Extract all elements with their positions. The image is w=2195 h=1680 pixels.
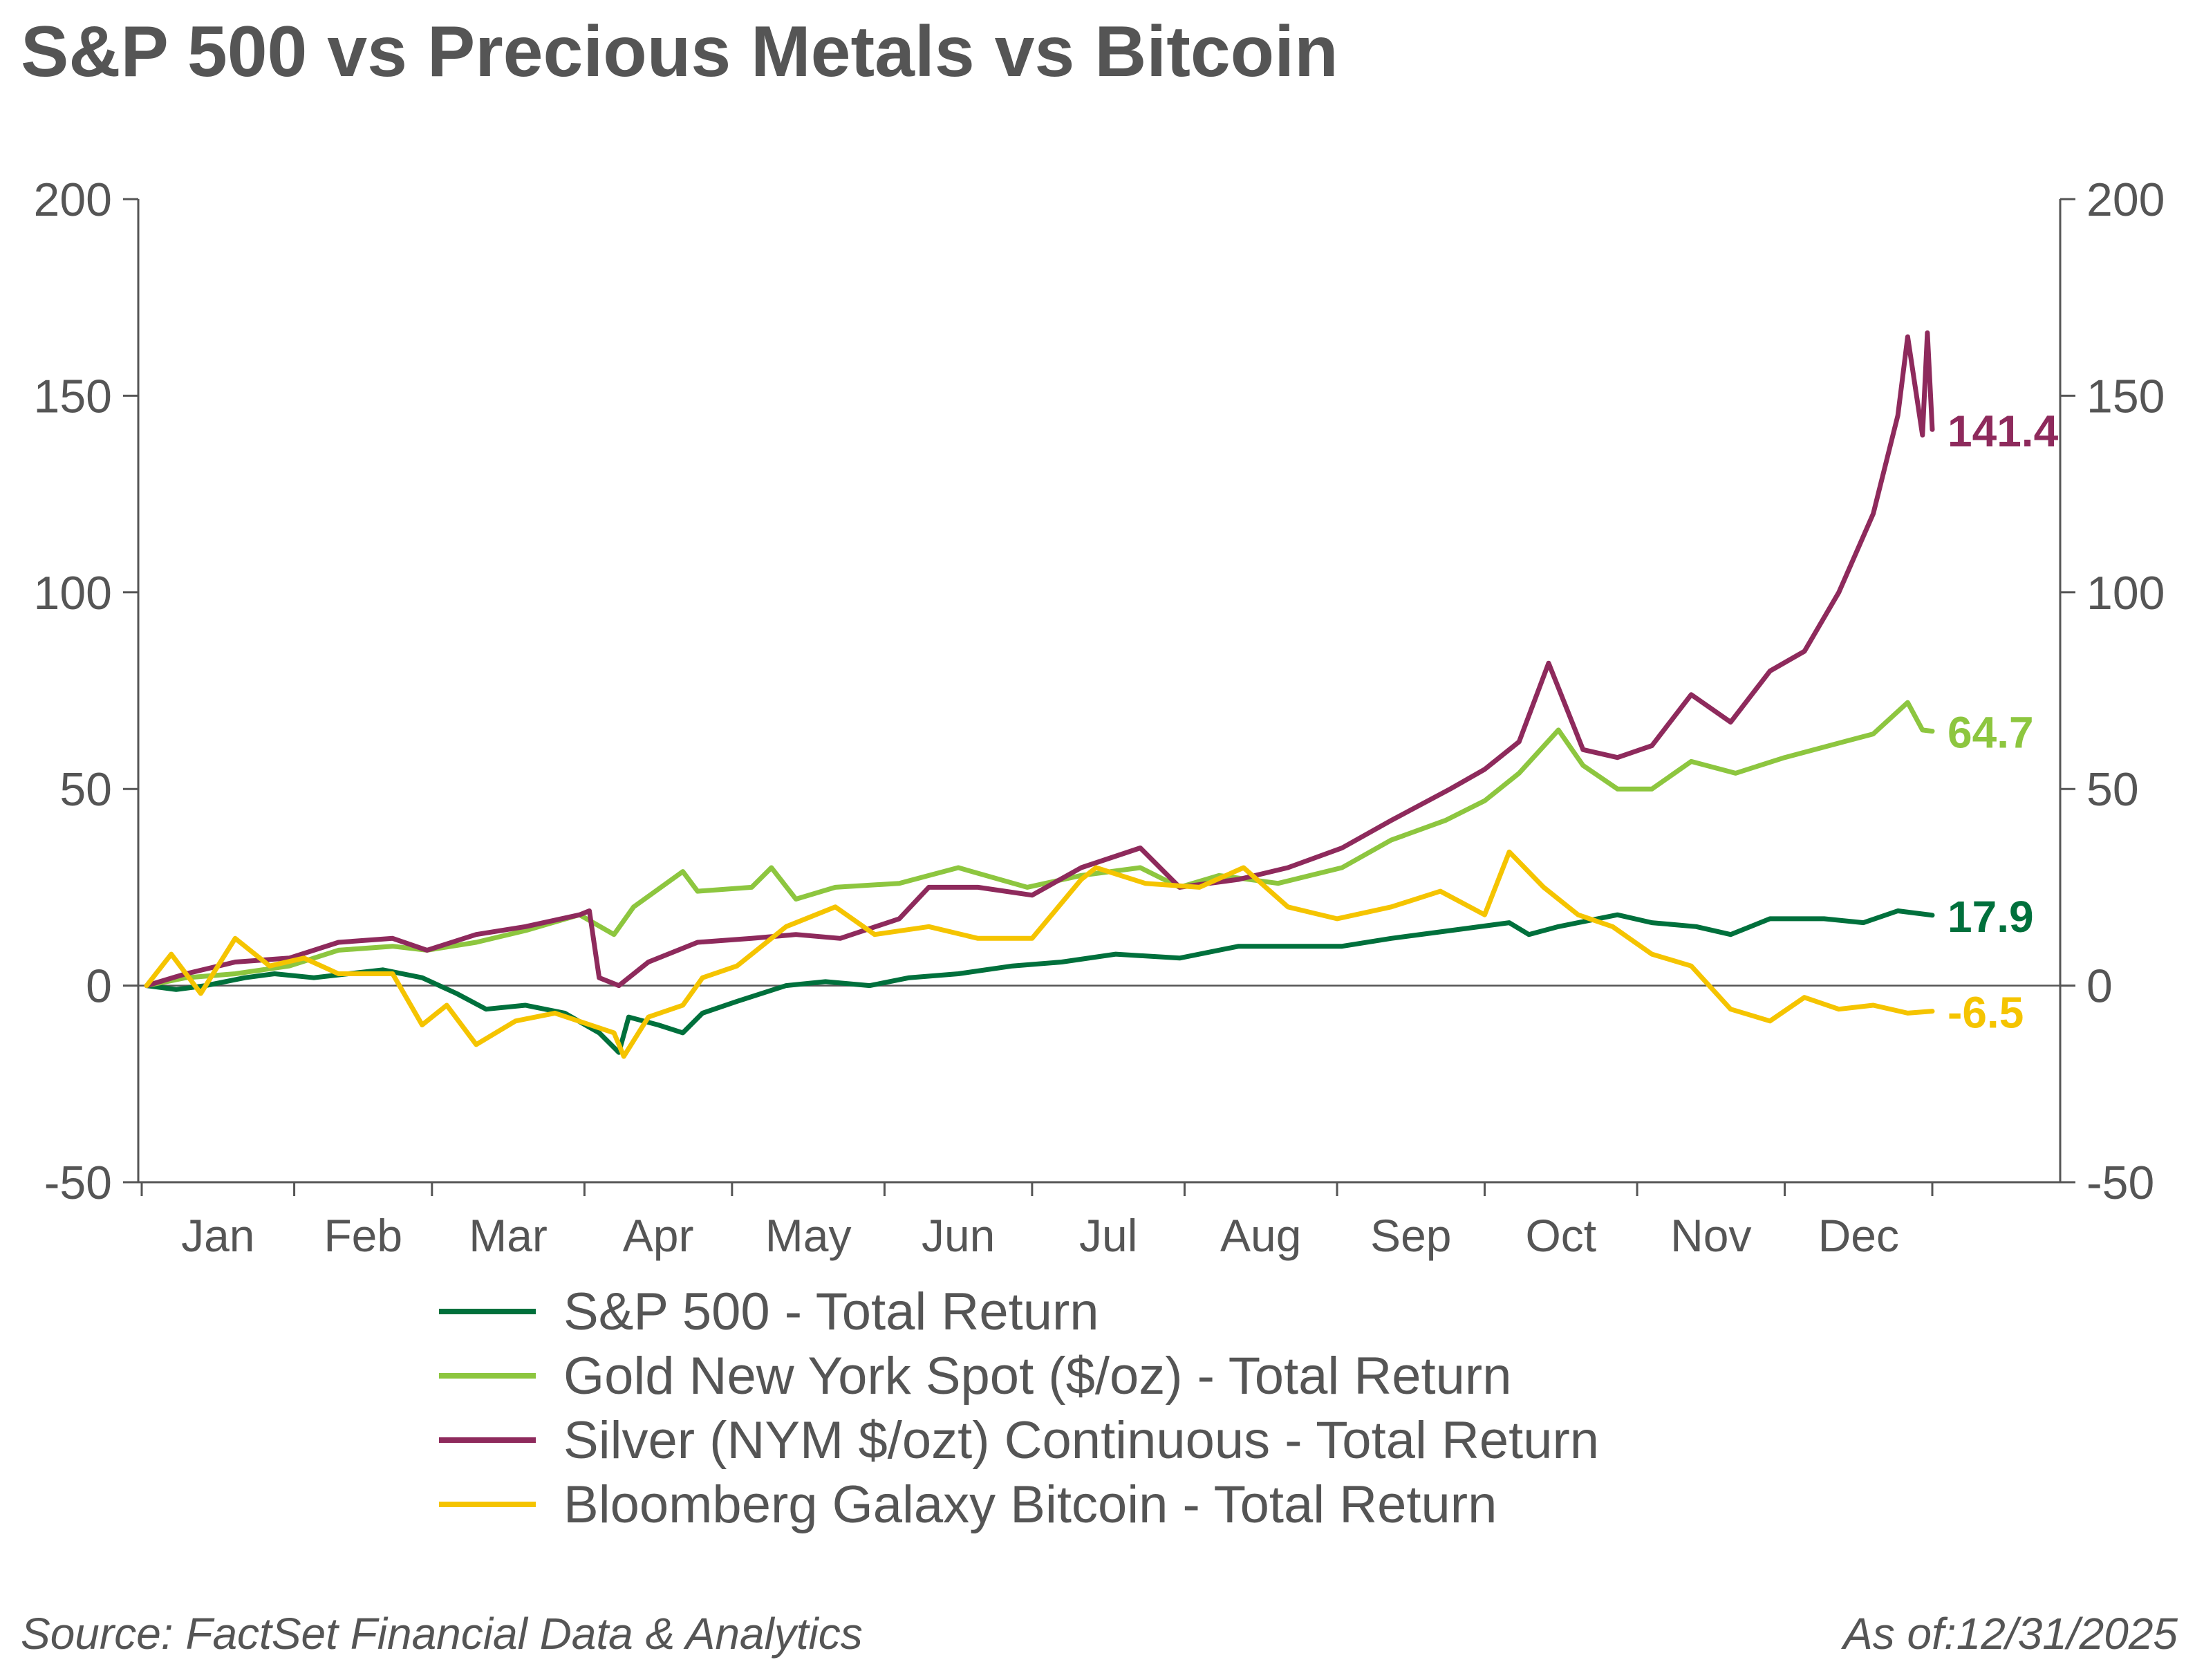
end-label-silver: 141.4 bbox=[1948, 406, 2059, 456]
y-tick-label-right: -50 bbox=[2086, 1157, 2154, 1209]
x-tick-label: Jul bbox=[1079, 1210, 1137, 1261]
y-tick-label-right: 0 bbox=[2086, 960, 2113, 1013]
y-tick-label-right: 50 bbox=[2086, 763, 2139, 816]
series-line-silver bbox=[144, 330, 1935, 989]
source-note: Source: FactSet Financial Data & Analyti… bbox=[21, 1609, 863, 1659]
axes-group: 200 150 100 50 0 -50 200 150 100 50 0 -50 Jan Feb Mar A… bbox=[34, 174, 2165, 1261]
end-labels: 17.9 64.7 141.4 -6.5 bbox=[1948, 406, 2059, 1037]
y-tick-label-right: 100 bbox=[2086, 567, 2165, 619]
end-label-bitcoin: -6.5 bbox=[1948, 988, 2024, 1038]
legend-label-gold: Gold New York Spot ($/oz) - Total Return bbox=[563, 1347, 1512, 1406]
x-tick-label: Feb bbox=[324, 1210, 402, 1261]
y-tick-label-left: 200 bbox=[34, 174, 112, 226]
y-tick-label-left: 150 bbox=[34, 370, 112, 422]
x-tick-label: Dec bbox=[1818, 1210, 1899, 1261]
x-tick-label: Jan bbox=[181, 1210, 254, 1261]
x-tick-label: Aug bbox=[1220, 1210, 1301, 1261]
x-tick-label: Jun bbox=[922, 1210, 995, 1261]
x-tick-label: Nov bbox=[1670, 1210, 1751, 1261]
x-tick-label: Sep bbox=[1370, 1210, 1451, 1261]
chart-title: S&P 500 vs Precious Metals vs Bitcoin bbox=[21, 12, 1338, 92]
x-tick-label: Oct bbox=[1525, 1210, 1596, 1261]
y-tick-label-left: 50 bbox=[59, 763, 112, 816]
x-tick-label: May bbox=[765, 1210, 852, 1261]
y-tick-label-left: 0 bbox=[86, 960, 112, 1013]
legend-label-bitcoin: Bloomberg Galaxy Bitcoin - Total Return bbox=[563, 1475, 1497, 1534]
as-of-date: As of:12/31/2025 bbox=[1840, 1609, 2178, 1659]
series-line-gold bbox=[144, 700, 1935, 989]
y-tick-label-right: 200 bbox=[2086, 174, 2165, 226]
y-tick-label-left: 100 bbox=[34, 567, 112, 619]
x-tick-label: Apr bbox=[623, 1210, 694, 1261]
end-label-sp500: 17.9 bbox=[1948, 892, 2034, 942]
series-line-bitcoin bbox=[144, 849, 1935, 1059]
series-line-sp500 bbox=[144, 908, 1935, 1055]
end-label-gold: 64.7 bbox=[1948, 708, 2034, 758]
legend-label-sp500: S&P 500 - Total Return bbox=[563, 1282, 1099, 1341]
y-tick-label-left: -50 bbox=[44, 1157, 112, 1209]
legend: S&P 500 - Total Return Gold New York Spot… bbox=[439, 1282, 1599, 1534]
x-tick-label: Mar bbox=[469, 1210, 548, 1261]
y-tick-label-right: 150 bbox=[2086, 370, 2165, 422]
series-layer bbox=[144, 330, 1935, 1059]
legend-label-silver: Silver (NYM $/ozt) Continuous - Total Re… bbox=[563, 1411, 1599, 1470]
